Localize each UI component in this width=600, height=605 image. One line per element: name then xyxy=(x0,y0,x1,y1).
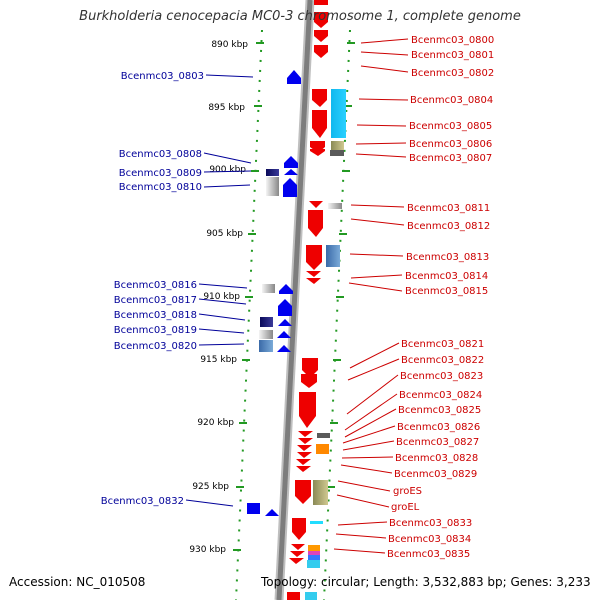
gene-label-right[interactable]: Bcenmc03_0834 xyxy=(388,534,471,545)
gene-label-right[interactable]: groES xyxy=(393,486,422,497)
gene-arrow[interactable] xyxy=(284,169,298,175)
gene-label-right[interactable]: Bcenmc03_0805 xyxy=(409,121,492,132)
topology-text: Topology: circular; Length: 3,532,883 bp… xyxy=(261,575,591,589)
gene-label-right[interactable]: Bcenmc03_0835 xyxy=(387,549,470,560)
gene-label-left[interactable]: Bcenmc03_0818 xyxy=(114,310,197,321)
gene-arrow[interactable] xyxy=(314,45,328,58)
right-leaders xyxy=(333,38,409,554)
kbp-label: 890 kbp xyxy=(211,40,248,50)
gene-arrow[interactable] xyxy=(308,210,323,237)
gene-label-left[interactable]: Bcenmc03_0817 xyxy=(114,295,197,306)
gene-label-left[interactable]: Bcenmc03_0808 xyxy=(119,149,202,160)
genome-title: Burkholderia cenocepacia MC0-3 chromosom… xyxy=(79,9,521,24)
gene-block[interactable] xyxy=(247,503,260,514)
gene-arrow[interactable] xyxy=(287,70,301,84)
gene-arrow[interactable] xyxy=(299,392,316,428)
gene-label-left[interactable]: Bcenmc03_0809 xyxy=(119,168,202,179)
gene-arrow[interactable] xyxy=(296,466,311,472)
reverse-strand-genes xyxy=(287,0,328,600)
kbp-label: 900 kbp xyxy=(209,165,246,175)
gene-label-left[interactable]: Bcenmc03_0810 xyxy=(119,182,202,193)
gene-arrow[interactable] xyxy=(277,331,291,338)
kbp-label: 905 kbp xyxy=(206,229,243,239)
gene-arrow[interactable] xyxy=(292,518,306,540)
gene-label-right[interactable]: Bcenmc03_0806 xyxy=(409,139,492,150)
gene-arrow[interactable] xyxy=(297,452,312,458)
gene-label-right[interactable]: Bcenmc03_0815 xyxy=(405,286,488,297)
gene-label-right[interactable]: Bcenmc03_0826 xyxy=(397,422,480,433)
gene-arrow[interactable] xyxy=(314,12,328,28)
gene-label-right[interactable]: Bcenmc03_0822 xyxy=(401,355,484,366)
kbp-label: 895 kbp xyxy=(208,103,245,113)
function-blocks xyxy=(259,89,346,600)
gene-label-left[interactable]: Bcenmc03_0832 xyxy=(101,496,184,507)
gene-arrow[interactable] xyxy=(306,271,321,277)
gene-arrow[interactable] xyxy=(298,431,313,437)
gene-arrow[interactable] xyxy=(312,89,327,107)
gene-arrow[interactable] xyxy=(277,345,291,352)
kbp-label: 915 kbp xyxy=(200,355,237,365)
gene-label-right[interactable]: Bcenmc03_0823 xyxy=(400,371,483,382)
gene-arrow[interactable] xyxy=(296,459,311,465)
gene-label-right[interactable]: Bcenmc03_0827 xyxy=(396,437,479,448)
gene-label-right[interactable]: Bcenmc03_0821 xyxy=(401,339,484,350)
gene-arrow[interactable] xyxy=(279,284,293,294)
gene-label-right[interactable]: Bcenmc03_0801 xyxy=(411,50,494,61)
gene-arrow[interactable] xyxy=(290,551,305,557)
gene-label-right[interactable]: Bcenmc03_0807 xyxy=(409,153,492,164)
gene-arrow[interactable] xyxy=(297,445,312,451)
gene-label-right[interactable]: Bcenmc03_0800 xyxy=(411,35,494,46)
gene-label-right[interactable]: Bcenmc03_0829 xyxy=(394,469,477,480)
gene-arrow[interactable] xyxy=(314,0,328,5)
gene-arrow[interactable] xyxy=(306,245,322,270)
gene-label-left[interactable]: Bcenmc03_0819 xyxy=(114,325,197,336)
gene-arrow[interactable] xyxy=(309,201,323,208)
gene-label-right[interactable]: Bcenmc03_0804 xyxy=(410,95,493,106)
kbp-label: 910 kbp xyxy=(203,292,240,302)
kbp-ticks xyxy=(233,42,264,551)
gene-arrow[interactable] xyxy=(314,30,328,42)
gene-arrow[interactable] xyxy=(283,178,297,197)
gene-arrow[interactable] xyxy=(289,558,304,564)
gene-label-right[interactable]: Bcenmc03_0824 xyxy=(399,390,482,401)
gene-label-left[interactable]: Bcenmc03_0816 xyxy=(114,280,197,291)
left-leaders xyxy=(185,74,254,507)
gene-arrow[interactable] xyxy=(284,156,298,168)
gene-arrow[interactable] xyxy=(302,358,318,378)
backbone xyxy=(276,0,313,601)
gene-arrow[interactable] xyxy=(301,374,317,388)
gene-label-right[interactable]: Bcenmc03_0828 xyxy=(395,453,478,464)
accession-text: Accession: NC_010508 xyxy=(9,575,146,589)
gene-arrow[interactable] xyxy=(278,319,292,326)
gene-label-right[interactable]: Bcenmc03_0825 xyxy=(398,405,481,416)
gene-label-right[interactable]: Bcenmc03_0814 xyxy=(405,271,488,282)
gene-label-left[interactable]: Bcenmc03_0803 xyxy=(121,71,204,82)
gene-arrow[interactable] xyxy=(291,544,305,550)
gene-label-left[interactable]: Bcenmc03_0820 xyxy=(114,341,197,352)
gene-label-right[interactable]: Bcenmc03_0813 xyxy=(406,252,489,263)
gene-label-right[interactable]: Bcenmc03_0811 xyxy=(407,203,490,214)
gene-arrow[interactable] xyxy=(265,509,279,516)
kbp-label: 920 kbp xyxy=(197,418,234,428)
gene-arrow[interactable] xyxy=(287,592,300,600)
forward-strand-genes xyxy=(247,70,301,516)
gene-label-right[interactable]: groEL xyxy=(391,502,420,513)
gene-arrow[interactable] xyxy=(306,278,321,284)
gene-arrow[interactable] xyxy=(295,480,311,504)
gene-label-right[interactable]: Bcenmc03_0833 xyxy=(389,518,472,529)
kbp-label: 930 kbp xyxy=(189,545,226,555)
kbp-label: 925 kbp xyxy=(192,482,229,492)
gene-arrow[interactable] xyxy=(278,299,292,316)
gene-label-right[interactable]: Bcenmc03_0802 xyxy=(411,68,494,79)
gene-arrow[interactable] xyxy=(312,110,327,138)
gene-arrow[interactable] xyxy=(298,438,313,444)
gene-arrow[interactable] xyxy=(310,149,325,156)
left-track xyxy=(235,29,263,601)
gene-label-right[interactable]: Bcenmc03_0812 xyxy=(407,221,490,232)
